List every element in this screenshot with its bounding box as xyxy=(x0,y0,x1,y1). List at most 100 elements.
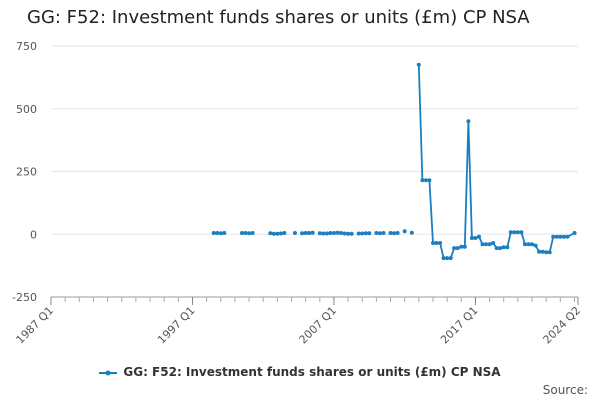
data-point xyxy=(501,245,506,250)
chart-legend[interactable]: GG: F52: Investment funds shares or unit… xyxy=(0,365,600,379)
data-point xyxy=(530,242,534,247)
data-point xyxy=(243,231,248,235)
x-tick-label: 2024 Q2 xyxy=(541,304,584,347)
x-tick-label: 2017 Q1 xyxy=(438,304,481,347)
x-tick-label: 1987 Q1 xyxy=(14,304,57,347)
data-point xyxy=(317,231,322,236)
data-point xyxy=(505,245,510,250)
data-point xyxy=(339,231,343,235)
data-point xyxy=(434,241,439,245)
data-point xyxy=(519,230,524,235)
y-tick-label: 0 xyxy=(30,228,37,241)
data-point xyxy=(310,230,315,235)
data-point xyxy=(491,241,496,245)
y-tick-label: 250 xyxy=(16,166,37,179)
data-point xyxy=(473,236,478,240)
data-point xyxy=(459,244,464,249)
data-point xyxy=(392,231,397,236)
data-point xyxy=(363,231,368,236)
data-point xyxy=(423,178,428,183)
data-point xyxy=(441,256,446,261)
data-point xyxy=(420,178,425,183)
data-point xyxy=(332,231,336,235)
data-point xyxy=(324,231,329,236)
data-point xyxy=(303,231,308,235)
data-point xyxy=(374,231,379,235)
data-point xyxy=(250,231,255,235)
data-point xyxy=(282,231,287,235)
data-point xyxy=(544,250,549,255)
legend-series-swatch-icon xyxy=(99,370,118,375)
data-point xyxy=(271,231,276,236)
data-point xyxy=(438,241,443,245)
data-point xyxy=(307,231,312,235)
data-point xyxy=(526,242,531,247)
data-point xyxy=(522,242,527,247)
data-point xyxy=(466,119,471,124)
data-point xyxy=(445,256,450,261)
data-point xyxy=(409,230,414,235)
data-point xyxy=(293,231,297,235)
y-tick-label: 500 xyxy=(16,103,37,116)
data-point xyxy=(367,231,372,236)
data-point xyxy=(515,230,520,235)
data-point xyxy=(477,234,481,239)
data-point xyxy=(498,246,503,251)
series-line xyxy=(417,64,575,260)
data-point xyxy=(448,256,453,261)
legend-series-label: GG: F52: Investment funds shares or unit… xyxy=(123,365,501,379)
data-point xyxy=(300,231,305,236)
data-point xyxy=(512,230,517,235)
data-point xyxy=(328,231,333,235)
data-point xyxy=(321,231,326,236)
data-point xyxy=(360,231,365,236)
data-point xyxy=(342,231,347,236)
data-point xyxy=(215,231,220,235)
data-point xyxy=(211,231,216,235)
data-point xyxy=(395,231,400,235)
data-point xyxy=(469,236,474,240)
data-point xyxy=(431,241,435,245)
data-point xyxy=(547,250,552,255)
data-point xyxy=(462,244,467,249)
data-point xyxy=(356,231,361,236)
data-point xyxy=(346,231,351,236)
data-point xyxy=(427,178,432,183)
data-point xyxy=(484,242,488,247)
y-tick-label: 750 xyxy=(16,40,37,53)
data-point xyxy=(551,234,556,239)
data-point xyxy=(381,231,386,235)
data-point xyxy=(275,231,280,236)
data-point xyxy=(561,234,566,239)
data-point xyxy=(487,242,492,247)
data-point xyxy=(558,234,563,239)
data-point xyxy=(240,231,244,235)
data-point xyxy=(480,242,485,247)
data-point xyxy=(494,246,499,251)
data-point xyxy=(247,231,252,236)
data-point xyxy=(537,249,542,254)
chart-title: GG: F52: Investment funds shares or unit… xyxy=(27,7,530,28)
data-point xyxy=(572,231,577,235)
data-point xyxy=(222,231,227,235)
data-point xyxy=(554,234,559,239)
data-point xyxy=(218,231,223,236)
data-point xyxy=(533,243,538,248)
x-tick-label: 2007 Q1 xyxy=(297,304,340,347)
data-point xyxy=(349,231,354,236)
x-tick-label: 1997 Q1 xyxy=(155,304,198,347)
y-tick-label: -250 xyxy=(12,291,37,304)
data-point xyxy=(402,229,407,234)
data-point xyxy=(508,230,513,235)
source-label[interactable]: Source: xyxy=(542,383,588,397)
data-point xyxy=(377,231,382,236)
data-point xyxy=(416,62,421,67)
data-point xyxy=(268,231,273,236)
data-point xyxy=(452,246,457,251)
data-point xyxy=(388,231,393,235)
data-point xyxy=(540,249,545,254)
data-point xyxy=(455,246,460,251)
data-point xyxy=(335,230,340,235)
data-point xyxy=(278,231,283,236)
